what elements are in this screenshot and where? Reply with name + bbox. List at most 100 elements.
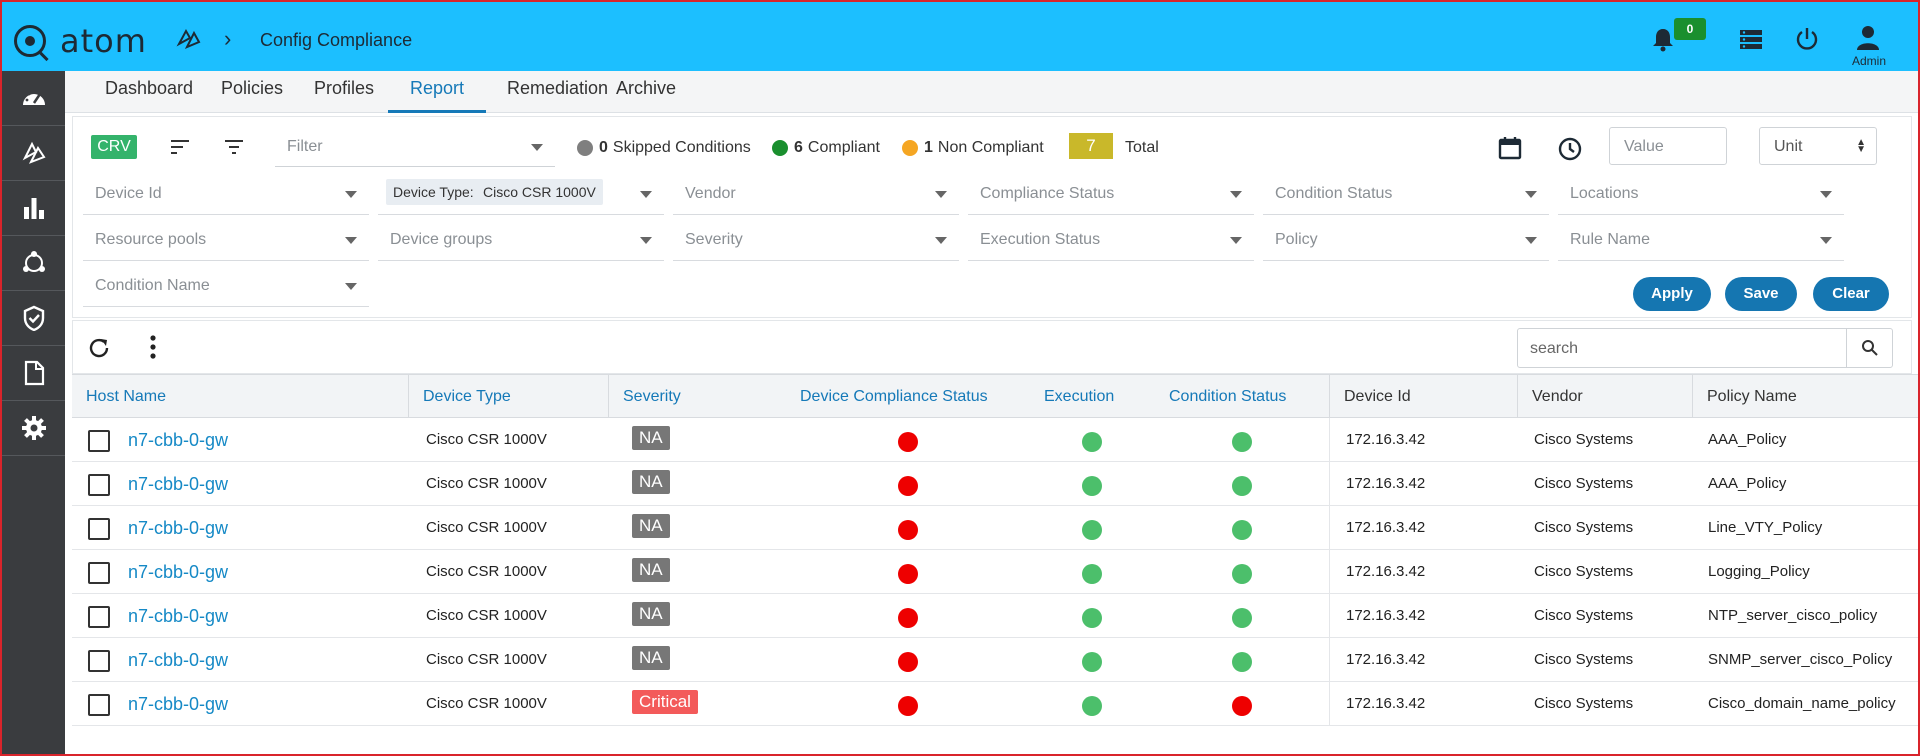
value-input[interactable]: Value xyxy=(1609,127,1727,165)
resource-pools-filter[interactable]: Resource pools xyxy=(83,217,369,261)
row-checkbox[interactable] xyxy=(88,606,110,628)
execution-status-dot xyxy=(1082,432,1102,452)
row-checkbox[interactable] xyxy=(88,694,110,716)
unit-select[interactable]: Unit ▲ ▼ xyxy=(1759,127,1877,165)
row-checkbox[interactable] xyxy=(88,518,110,540)
power-icon[interactable] xyxy=(1794,26,1820,52)
locations-filter[interactable]: Locations xyxy=(1558,171,1844,215)
severity-badge: NA xyxy=(632,514,670,538)
calendar-icon[interactable] xyxy=(1497,135,1523,161)
host-name-link[interactable]: n7-cbb-0-gw xyxy=(128,430,229,450)
vendor-filter[interactable]: Vendor xyxy=(673,171,959,215)
sidebar-item-reports[interactable] xyxy=(2,181,65,236)
sidebar-item-documents[interactable] xyxy=(2,346,65,401)
search-button[interactable] xyxy=(1846,329,1892,367)
col-vendor[interactable]: Vendor xyxy=(1517,375,1583,418)
condition-status-dot xyxy=(1232,432,1252,452)
table-row[interactable]: n7-cbb-0-gw Cisco CSR 1000V NA 172.16.3.42 C… xyxy=(72,550,1918,594)
table-toolbar: search xyxy=(72,320,1912,374)
vendor-cell: Cisco Systems xyxy=(1534,563,1634,580)
row-checkbox[interactable] xyxy=(88,474,110,496)
sidebar-item-security[interactable] xyxy=(2,291,65,346)
bell-icon[interactable] xyxy=(1650,26,1676,52)
table-row[interactable]: n7-cbb-0-gw Cisco CSR 1000V NA 172.16.3.42 C… xyxy=(72,418,1918,462)
rule-name-filter[interactable]: Rule Name xyxy=(1558,217,1844,261)
save-button[interactable]: Save xyxy=(1725,277,1797,311)
table-row[interactable]: n7-cbb-0-gw Cisco CSR 1000V NA 172.16.3.42 C… xyxy=(72,594,1918,638)
row-checkbox[interactable] xyxy=(88,650,110,672)
severity-filter[interactable]: Severity xyxy=(673,217,959,261)
user-icon[interactable] xyxy=(1855,24,1881,50)
table-row[interactable]: n7-cbb-0-gw Cisco CSR 1000V NA 172.16.3.42 C… xyxy=(72,638,1918,682)
host-name-link[interactable]: n7-cbb-0-gw xyxy=(128,606,229,626)
chevron-down-icon xyxy=(1230,191,1242,198)
sort-icon[interactable] xyxy=(169,137,191,157)
crv-badge[interactable]: CRV xyxy=(91,135,137,159)
filter-icon[interactable] xyxy=(223,137,245,157)
apply-button[interactable]: Apply xyxy=(1633,277,1711,311)
sidebar-item-network[interactable] xyxy=(2,236,65,291)
col-device-id[interactable]: Device Id xyxy=(1329,375,1411,418)
compliance-breadcrumb-icon[interactable] xyxy=(176,28,202,50)
sidebar-item-compliance[interactable] xyxy=(2,126,65,181)
clear-button[interactable]: Clear xyxy=(1813,277,1889,311)
condition-name-filter[interactable]: Condition Name xyxy=(83,263,369,307)
col-condition-status[interactable]: Condition Status xyxy=(1169,388,1287,405)
col-device-type[interactable]: Device Type xyxy=(408,375,511,418)
stat-label: Compliant xyxy=(807,139,880,156)
filter-dropdown[interactable]: Filter xyxy=(275,127,555,167)
stat-count: 6 xyxy=(794,139,803,156)
refresh-icon[interactable] xyxy=(87,336,111,360)
sidebar xyxy=(2,71,65,754)
col-policy-name[interactable]: Policy Name xyxy=(1692,375,1797,418)
host-name-link[interactable]: n7-cbb-0-gw xyxy=(128,694,229,714)
compliance-status-dot xyxy=(898,564,918,584)
unit-select-label: Unit xyxy=(1774,138,1803,155)
server-list-icon[interactable] xyxy=(1738,26,1764,52)
table-row[interactable]: n7-cbb-0-gw Cisco CSR 1000V NA 172.16.3.42 C… xyxy=(72,462,1918,506)
tab-policies[interactable]: Policies xyxy=(221,78,284,98)
tab-profiles[interactable]: Profiles xyxy=(314,78,375,98)
tab-archive[interactable]: Archive xyxy=(616,78,677,98)
search-input[interactable]: search xyxy=(1517,328,1893,368)
compliance-status-filter[interactable]: Compliance Status xyxy=(968,171,1254,215)
policy-filter[interactable]: Policy xyxy=(1263,217,1549,261)
device-id-cell: 172.16.3.42 xyxy=(1346,563,1426,580)
condition-status-filter[interactable]: Condition Status xyxy=(1263,171,1549,215)
host-name-link[interactable]: n7-cbb-0-gw xyxy=(128,474,229,494)
tab-remediation[interactable]: Remediation xyxy=(507,78,609,98)
host-name-link[interactable]: n7-cbb-0-gw xyxy=(128,518,229,538)
row-checkbox[interactable] xyxy=(88,430,110,452)
col-execution[interactable]: Execution xyxy=(1044,388,1115,405)
vendor-cell: Cisco Systems xyxy=(1534,651,1634,668)
settings-gear-icon xyxy=(21,416,46,440)
tab-dashboard[interactable]: Dashboard xyxy=(105,78,194,98)
col-device-compliance-status[interactable]: Device Compliance Status xyxy=(800,388,988,405)
clock-icon[interactable] xyxy=(1557,136,1583,162)
policy-name-cell: Line_VTY_Policy xyxy=(1708,519,1823,536)
chip-value: Cisco CSR 1000V xyxy=(476,179,603,205)
logo-text: atom xyxy=(60,22,147,60)
field-label: Severity xyxy=(685,231,743,248)
sidebar-item-dashboard[interactable] xyxy=(2,71,65,126)
host-name-link[interactable]: n7-cbb-0-gw xyxy=(128,650,229,670)
col-host-name[interactable]: Host Name xyxy=(86,388,167,405)
table-row[interactable]: n7-cbb-0-gw Cisco CSR 1000V NA 172.16.3.42 C… xyxy=(72,506,1918,550)
more-options-icon[interactable] xyxy=(149,334,157,360)
row-checkbox[interactable] xyxy=(88,562,110,584)
breadcrumb-title: Config Compliance xyxy=(260,30,413,50)
device-id-filter[interactable]: Device Id xyxy=(83,171,369,215)
document-icon xyxy=(24,360,44,386)
device-type-filter[interactable]: Device Type: Cisco CSR 1000V xyxy=(378,171,664,215)
device-type-cell: Cisco CSR 1000V xyxy=(426,563,547,580)
tab-report[interactable]: Report xyxy=(388,71,487,113)
logo[interactable]: atom xyxy=(14,22,147,60)
field-label: Condition Name xyxy=(95,277,210,294)
device-groups-filter[interactable]: Device groups xyxy=(378,217,664,261)
table-row[interactable]: n7-cbb-0-gw Cisco CSR 1000V Critical 172.16… xyxy=(72,682,1918,726)
host-name-link[interactable]: n7-cbb-0-gw xyxy=(128,562,229,582)
col-severity[interactable]: Severity xyxy=(608,375,681,418)
execution-status-filter[interactable]: Execution Status xyxy=(968,217,1254,261)
sidebar-item-settings[interactable] xyxy=(2,401,65,456)
severity-badge: NA xyxy=(632,646,670,670)
